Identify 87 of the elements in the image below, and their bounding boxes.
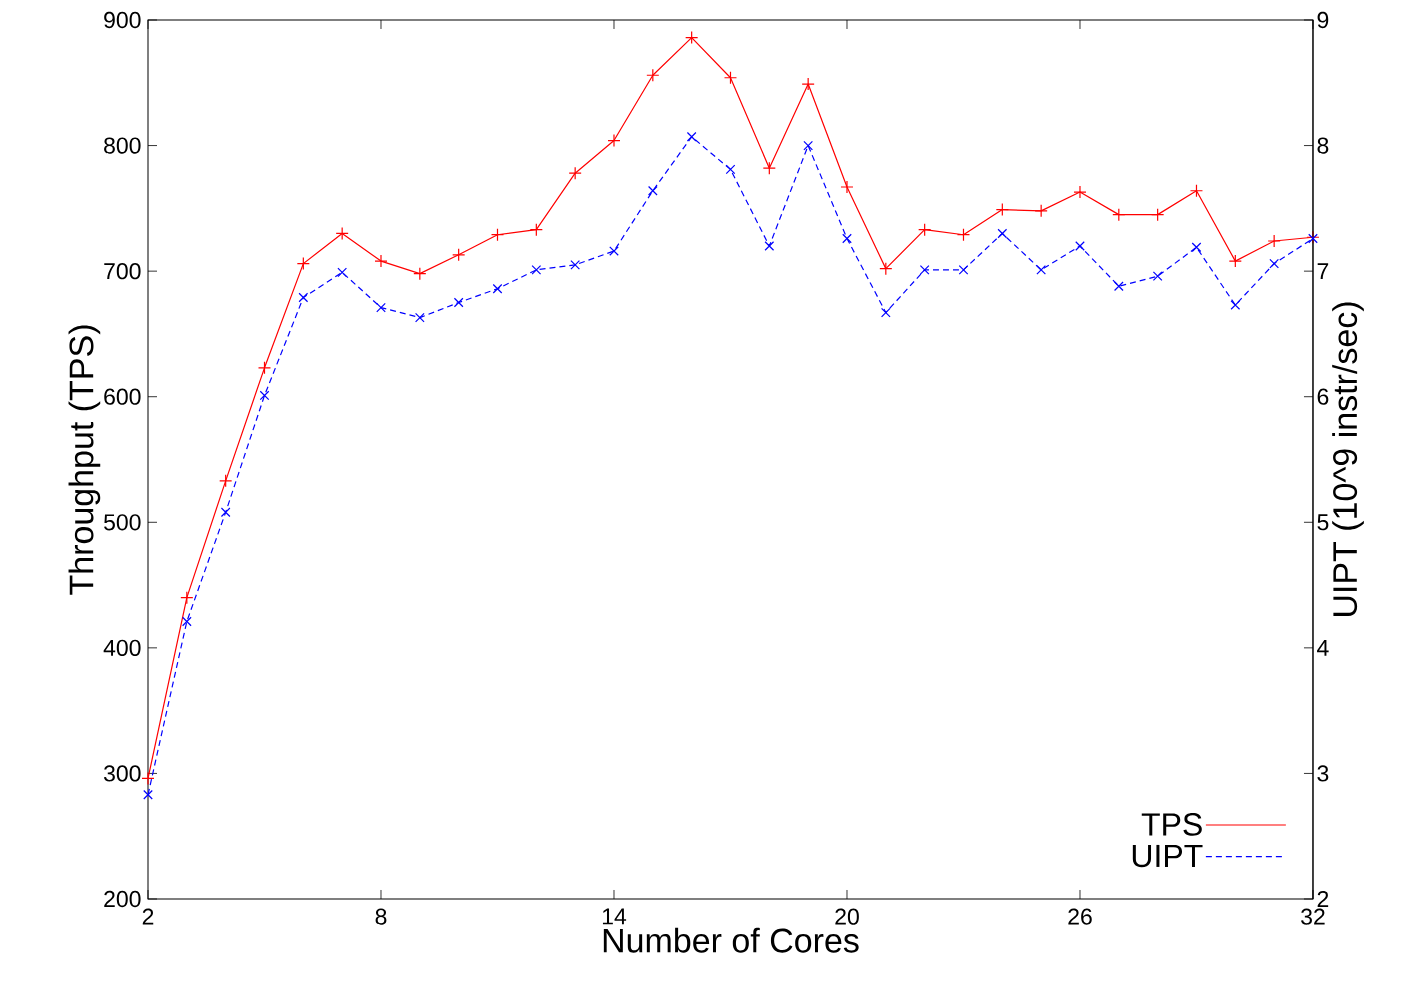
point (686, 131, 697, 142)
y-tick-label: 500 (104, 514, 141, 531)
point (1151, 208, 1165, 222)
point (141, 771, 155, 786)
y2-tick-label: 4 (1317, 639, 1329, 656)
point (1189, 184, 1204, 198)
point (646, 68, 660, 82)
point (995, 203, 1009, 217)
point (376, 302, 386, 313)
point (842, 233, 852, 244)
point (296, 257, 310, 271)
point (879, 262, 893, 276)
point (374, 254, 388, 268)
point (219, 474, 233, 488)
point (725, 164, 736, 175)
point (919, 265, 930, 275)
y-axis-title: Throughput (TPS) (68, 325, 101, 595)
y-tick-label: 700 (104, 263, 141, 280)
point (298, 292, 309, 303)
point (958, 265, 969, 275)
y2-tick-label: 5 (1317, 514, 1329, 531)
y2-tick-label: 3 (1317, 765, 1329, 782)
point (1036, 265, 1046, 275)
y-tick-label: 200 (104, 890, 141, 908)
point (220, 507, 231, 518)
point (1228, 254, 1242, 268)
legend-label: TPS (1141, 813, 1202, 836)
point (1075, 241, 1085, 251)
y2-axis-title: UIPT (10^9 instr/sec) (1332, 302, 1364, 617)
point (180, 591, 194, 605)
point (335, 226, 349, 241)
point (801, 77, 815, 91)
x-tick-label: 14 (602, 908, 627, 925)
point (143, 789, 153, 800)
point (1152, 271, 1163, 282)
y2-tick-label: 8 (1317, 137, 1329, 154)
point (609, 246, 619, 256)
point (490, 228, 505, 242)
legend-label: UIPT (1132, 844, 1203, 868)
point (956, 228, 971, 242)
y2-tick-label: 6 (1317, 388, 1329, 405)
point (257, 361, 272, 375)
x-tick-label: 26 (1068, 908, 1092, 925)
point (723, 71, 738, 85)
point (413, 267, 427, 281)
y-tick-label: 600 (104, 388, 141, 405)
point (453, 297, 464, 308)
y2-tick-label: 2 (1317, 890, 1329, 908)
y2-tick-label: 9 (1317, 11, 1329, 29)
point (685, 30, 699, 45)
point (529, 223, 543, 237)
point (414, 312, 425, 323)
y-tick-label: 300 (103, 765, 141, 782)
x-tick-label: 8 (375, 908, 387, 925)
point (337, 267, 348, 278)
point (259, 390, 270, 401)
y-tick-label: 900 (104, 11, 141, 29)
point (1113, 281, 1124, 292)
point (182, 616, 192, 627)
point (803, 140, 813, 151)
point (570, 260, 581, 270)
point (997, 228, 1008, 239)
point (1034, 204, 1048, 218)
point (607, 133, 621, 148)
y-tick-label: 800 (104, 137, 141, 154)
point (1267, 234, 1281, 248)
point (1230, 300, 1241, 310)
point (1112, 208, 1126, 222)
point (1269, 258, 1279, 269)
point (880, 307, 891, 318)
point (762, 161, 776, 175)
point (531, 265, 542, 275)
point (1073, 185, 1087, 199)
y2-tick-label: 7 (1317, 263, 1329, 280)
point (492, 283, 503, 294)
point (568, 166, 582, 180)
point (840, 180, 854, 194)
y-tick-label: 400 (103, 639, 141, 656)
x-axis-title: Number of Cores (603, 927, 859, 953)
x-tick-label: 32 (1301, 908, 1325, 925)
point (764, 241, 775, 251)
x-tick-label: 2 (142, 908, 154, 925)
x-tick-label: 20 (835, 908, 859, 925)
point (918, 223, 932, 237)
point (647, 185, 658, 196)
point (452, 248, 466, 262)
point (1191, 242, 1202, 253)
